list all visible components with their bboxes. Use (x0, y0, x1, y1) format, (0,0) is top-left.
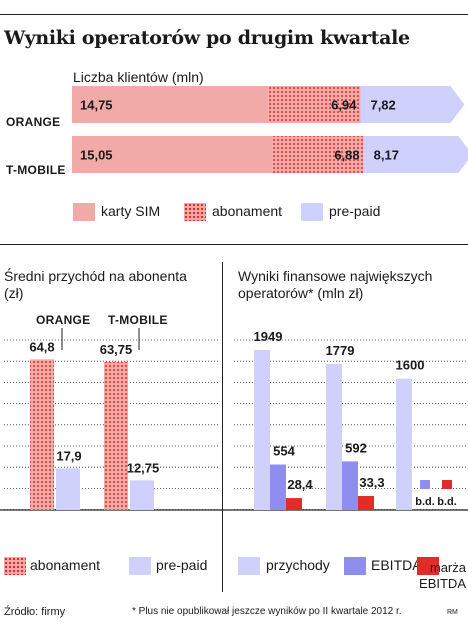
finance-marker-marza-2 (442, 480, 452, 489)
customers-label-pre-paid-1: 8,17 (374, 148, 399, 163)
arpu-legend-swatch-pre-paid (129, 557, 151, 575)
finance-chart: 1949 554 28,4 1779 592 33,3 1600 b.d. b.d. (222, 329, 468, 511)
finance-label-ebitda-1: 592 (345, 440, 367, 455)
finance-legend-label-marza: marża EBITDA (419, 560, 466, 591)
finance-label-marza-0: 28,4 (287, 477, 313, 492)
customers-bar-karty-sim-1 (72, 136, 273, 173)
customers-label-abonament-1: 6,88 (334, 148, 359, 163)
finance-bar-przychody-0 (254, 350, 270, 510)
legend-label-abonament: abonament (212, 203, 283, 219)
section-divider-vertical (222, 262, 223, 592)
arpu-label-pre-paid-1: 12,75 (127, 460, 160, 475)
arpu-bar-abonament-1 (104, 361, 128, 510)
finance-legend-swatch-ebitda (344, 557, 366, 575)
customers-bar-abonament-1 (272, 136, 364, 173)
finance-bar-przychody-1 (326, 363, 342, 510)
arpu-label-pre-paid-0: 17,9 (56, 448, 81, 463)
arpu-bar-pre-paid-1 (130, 480, 154, 510)
customers-chart-title: Liczba klientów (mln) (73, 69, 204, 85)
customers-label-karty-sim-1: 15,05 (80, 148, 113, 163)
finance-bar-przychody-2 (396, 378, 412, 510)
arpu-chart-title: Średni przychód na abonenta (zł) (4, 268, 204, 302)
top-rule (0, 14, 468, 15)
arpu-chart: 64,8 17,9 63,75 12,75 (0, 328, 222, 511)
finance-bar-marza-1 (358, 496, 374, 510)
arpu-legend-swatch-abonament (4, 557, 26, 575)
finance-title-text: Wyniki finansowe największych operatorów… (238, 268, 433, 301)
customers-bar-pre-paid-1 (363, 136, 468, 173)
finance-label-przychody-0: 1949 (254, 329, 283, 344)
legend-label-pre-paid: pre-paid (329, 203, 381, 219)
arpu-label-abonament-1: 63,75 (100, 342, 133, 357)
finance-bar-ebitda-0 (270, 464, 286, 510)
legend-swatch-pre-paid (301, 203, 323, 221)
arpu-category-orange: ORANGE (36, 313, 91, 327)
section-divider-horizontal (0, 244, 468, 245)
arpu-legend-label-pre-paid: pre-paid (156, 557, 208, 573)
finance-label-przychody-1: 1779 (326, 343, 355, 358)
legend-label-karty-sim: karty SIM (101, 203, 161, 219)
finance-legend-swatch-przychody (238, 557, 260, 575)
credit: RM (447, 609, 458, 616)
arpu-bar-pre-paid-0 (56, 468, 80, 510)
customers-label-karty-sim-0: 14,75 (80, 98, 113, 113)
finance-legend-label-ebitda: EBITDA (371, 557, 422, 573)
legend-swatch-abonament (184, 203, 206, 221)
customers-label-pre-paid-0: 7,82 (370, 98, 395, 113)
arpu-category-tmobile: T-MOBILE (108, 313, 168, 327)
finance-label-ebitda-0: 554 (273, 444, 295, 459)
arpu-title-text: Średni przychód na abonenta (zł) (4, 268, 187, 301)
customers-label-abonament-0: 6,94 (331, 98, 357, 113)
customers-category-orange: ORANGE (6, 115, 61, 129)
finance-chart-title: Wyniki finansowe największych operatorów… (238, 268, 466, 302)
arpu-label-abonament-0: 64,8 (29, 339, 54, 354)
finance-label-ebitda-2: b.d. (415, 496, 435, 508)
footnote: * Plus nie opublikował jeszcze wyników p… (132, 606, 402, 617)
finance-bar-marza-0 (286, 498, 302, 510)
legend-swatch-karty-sim (73, 203, 95, 221)
finance-label-przychody-2: 1600 (396, 358, 425, 373)
customers-bar-abonament-0 (268, 86, 361, 123)
finance-marker-ebitda-2 (420, 480, 430, 489)
source-note: Źródło: firmy (4, 606, 66, 618)
finance-legend-swatch-marza (417, 557, 439, 575)
arpu-bar-abonament-0 (30, 359, 54, 510)
arpu-legend-label-abonament: abonament (30, 557, 101, 573)
finance-legend-label-przychody: przychody (266, 557, 330, 573)
finance-label-marza-1: 33,3 (359, 475, 384, 490)
finance-bar-ebitda-1 (342, 461, 358, 510)
customers-category-tmobile: T-MOBILE (6, 163, 66, 177)
customers-bar-karty-sim-0 (72, 86, 269, 123)
finance-label-marza-2: b.d. (437, 496, 457, 508)
customers-bar-pre-paid-0 (360, 86, 465, 123)
customers-chart: 14,75 6,94 7,82 15,05 6,88 8,17 (72, 86, 468, 173)
page-title: Wyniki operatorów po drugim kwartale (4, 27, 410, 49)
